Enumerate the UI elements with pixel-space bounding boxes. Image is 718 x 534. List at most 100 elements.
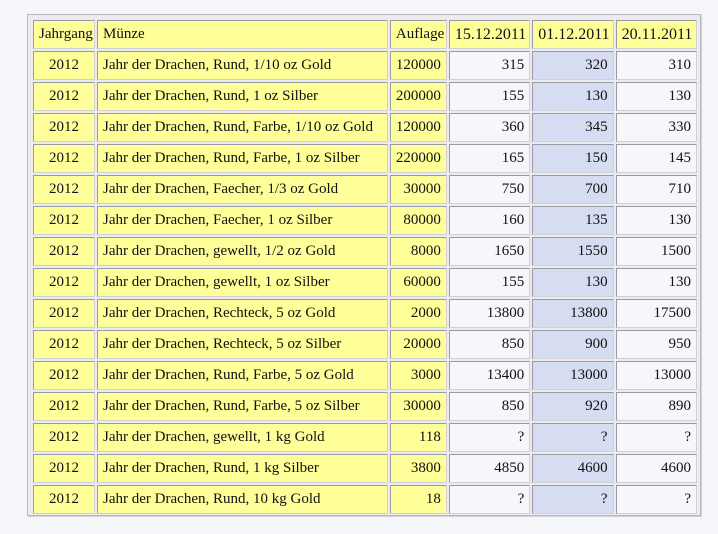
table-row: 2012 Jahr der Drachen, Rund, 1/10 oz Gold… <box>33 51 697 80</box>
cell-auflage: 60000 <box>389 268 447 297</box>
table-row: 2012 Jahr der Drachen, Rechteck, 5 oz Sil… <box>33 330 697 359</box>
table-row: 2012 Jahr der Drachen, gewellt, 1/2 oz Go… <box>33 237 697 266</box>
cell-auflage: 3000 <box>389 361 447 390</box>
cell-price-date-1: 750 <box>448 175 531 204</box>
cell-price-date-2: 320 <box>532 51 614 80</box>
cell-price-date-2: 13000 <box>532 361 614 390</box>
cell-price-date-2: 13800 <box>532 299 614 328</box>
cell-jahrgang: 2012 <box>33 237 96 266</box>
table-row: 2012 Jahr der Drachen, Rund, Farbe, 5 oz … <box>33 392 697 421</box>
cell-price-date-2: ? <box>532 423 614 452</box>
cell-auflage: 118 <box>389 423 447 452</box>
cell-price-date-2: 900 <box>532 330 614 359</box>
cell-price-date-1: ? <box>448 423 531 452</box>
cell-jahrgang: 2012 <box>33 113 96 142</box>
cell-price-date-2: 4600 <box>532 454 614 483</box>
cell-price-date-1: 155 <box>448 268 531 297</box>
cell-price-date-3: 4600 <box>615 454 697 483</box>
table-row: 2012 Jahr der Drachen, Faecher, 1 oz Silb… <box>33 206 697 235</box>
cell-muenze: Jahr der Drachen, gewellt, 1 kg Gold <box>97 423 388 452</box>
table-row: 2012 Jahr der Drachen, gewellt, 1 oz Silb… <box>33 268 697 297</box>
cell-price-date-1: 13400 <box>448 361 531 390</box>
cell-price-date-3: 310 <box>615 51 697 80</box>
cell-price-date-1: 850 <box>448 330 531 359</box>
table-row: 2012 Jahr der Drachen, Rund, Farbe, 1/10 … <box>33 113 697 142</box>
header-date-3: 20.11.2011 <box>615 20 697 49</box>
cell-muenze: Jahr der Drachen, Rechteck, 5 oz Gold <box>97 299 388 328</box>
table-row: 2012 Jahr der Drachen, Faecher, 1/3 oz Go… <box>33 175 697 204</box>
table-row: 2012 Jahr der Drachen, Rund, 1 kg Silber 3… <box>33 454 697 483</box>
table-row: 2012 Jahr der Drachen, Rechteck, 5 oz Gol… <box>33 299 697 328</box>
cell-auflage: 200000 <box>389 82 447 111</box>
cell-jahrgang: 2012 <box>33 392 96 421</box>
cell-price-date-1: 315 <box>448 51 531 80</box>
cell-muenze: Jahr der Drachen, Rund, 1/10 oz Gold <box>97 51 388 80</box>
cell-jahrgang: 2012 <box>33 175 96 204</box>
cell-price-date-1: 155 <box>448 82 531 111</box>
cell-price-date-1: 360 <box>448 113 531 142</box>
header-muenze: Münze <box>97 20 388 49</box>
cell-price-date-3: 130 <box>615 206 697 235</box>
cell-price-date-3: 130 <box>615 82 697 111</box>
cell-muenze: Jahr der Drachen, Rund, Farbe, 5 oz Gold <box>97 361 388 390</box>
cell-muenze: Jahr der Drachen, Rechteck, 5 oz Silber <box>97 330 388 359</box>
cell-muenze: Jahr der Drachen, Rund, 10 kg Gold <box>97 485 388 514</box>
cell-muenze: Jahr der Drachen, Rund, Farbe, 1/10 oz G… <box>97 113 388 142</box>
cell-price-date-3: 1500 <box>615 237 697 266</box>
cell-price-date-2: 920 <box>532 392 614 421</box>
cell-price-date-1: 13800 <box>448 299 531 328</box>
cell-price-date-2: 150 <box>532 144 614 173</box>
cell-jahrgang: 2012 <box>33 51 96 80</box>
cell-jahrgang: 2012 <box>33 454 96 483</box>
cell-auflage: 120000 <box>389 51 447 80</box>
cell-price-date-1: 4850 <box>448 454 531 483</box>
cell-price-date-3: 145 <box>615 144 697 173</box>
cell-auflage: 120000 <box>389 113 447 142</box>
cell-price-date-3: ? <box>615 423 697 452</box>
cell-price-date-1: ? <box>448 485 531 514</box>
cell-price-date-1: 160 <box>448 206 531 235</box>
table-row: 2012 Jahr der Drachen, Rund, Farbe, 5 oz … <box>33 361 697 390</box>
cell-jahrgang: 2012 <box>33 268 96 297</box>
header-auflage: Auflage <box>389 20 447 49</box>
header-date-1: 15.12.2011 <box>448 20 531 49</box>
cell-auflage: 18 <box>389 485 447 514</box>
cell-auflage: 2000 <box>389 299 447 328</box>
cell-auflage: 80000 <box>389 206 447 235</box>
cell-price-date-3: 330 <box>615 113 697 142</box>
cell-jahrgang: 2012 <box>33 206 96 235</box>
cell-jahrgang: 2012 <box>33 423 96 452</box>
cell-muenze: Jahr der Drachen, Faecher, 1 oz Silber <box>97 206 388 235</box>
cell-muenze: Jahr der Drachen, gewellt, 1/2 oz Gold <box>97 237 388 266</box>
table-row: 2012 Jahr der Drachen, Rund, 1 oz Silber 2… <box>33 82 697 111</box>
cell-muenze: Jahr der Drachen, Rund, Farbe, 1 oz Silb… <box>97 144 388 173</box>
cell-muenze: Jahr der Drachen, Faecher, 1/3 oz Gold <box>97 175 388 204</box>
cell-price-date-3: 130 <box>615 268 697 297</box>
coin-price-table: Jahrgang Münze Auflage 15.12.2011 01.12.… <box>31 18 699 516</box>
cell-muenze: Jahr der Drachen, Rund, Farbe, 5 oz Silb… <box>97 392 388 421</box>
cell-price-date-3: 13000 <box>615 361 697 390</box>
cell-price-date-3: 890 <box>615 392 697 421</box>
cell-price-date-1: 1650 <box>448 237 531 266</box>
cell-auflage: 8000 <box>389 237 447 266</box>
cell-muenze: Jahr der Drachen, Rund, 1 kg Silber <box>97 454 388 483</box>
cell-price-date-3: ? <box>615 485 697 514</box>
cell-jahrgang: 2012 <box>33 144 96 173</box>
cell-muenze: Jahr der Drachen, Rund, 1 oz Silber <box>97 82 388 111</box>
cell-jahrgang: 2012 <box>33 361 96 390</box>
cell-jahrgang: 2012 <box>33 299 96 328</box>
table-row: 2012 Jahr der Drachen, Rund, 10 kg Gold 18… <box>33 485 697 514</box>
cell-price-date-1: 850 <box>448 392 531 421</box>
cell-price-date-1: 165 <box>448 144 531 173</box>
cell-price-date-2: 700 <box>532 175 614 204</box>
cell-muenze: Jahr der Drachen, gewellt, 1 oz Silber <box>97 268 388 297</box>
cell-price-date-3: 17500 <box>615 299 697 328</box>
cell-jahrgang: 2012 <box>33 485 96 514</box>
cell-auflage: 30000 <box>389 392 447 421</box>
cell-price-date-2: 345 <box>532 113 614 142</box>
cell-auflage: 220000 <box>389 144 447 173</box>
table-row: 2012 Jahr der Drachen, gewellt, 1 kg Gold… <box>33 423 697 452</box>
cell-price-date-2: 130 <box>532 268 614 297</box>
cell-price-date-3: 710 <box>615 175 697 204</box>
cell-jahrgang: 2012 <box>33 330 96 359</box>
